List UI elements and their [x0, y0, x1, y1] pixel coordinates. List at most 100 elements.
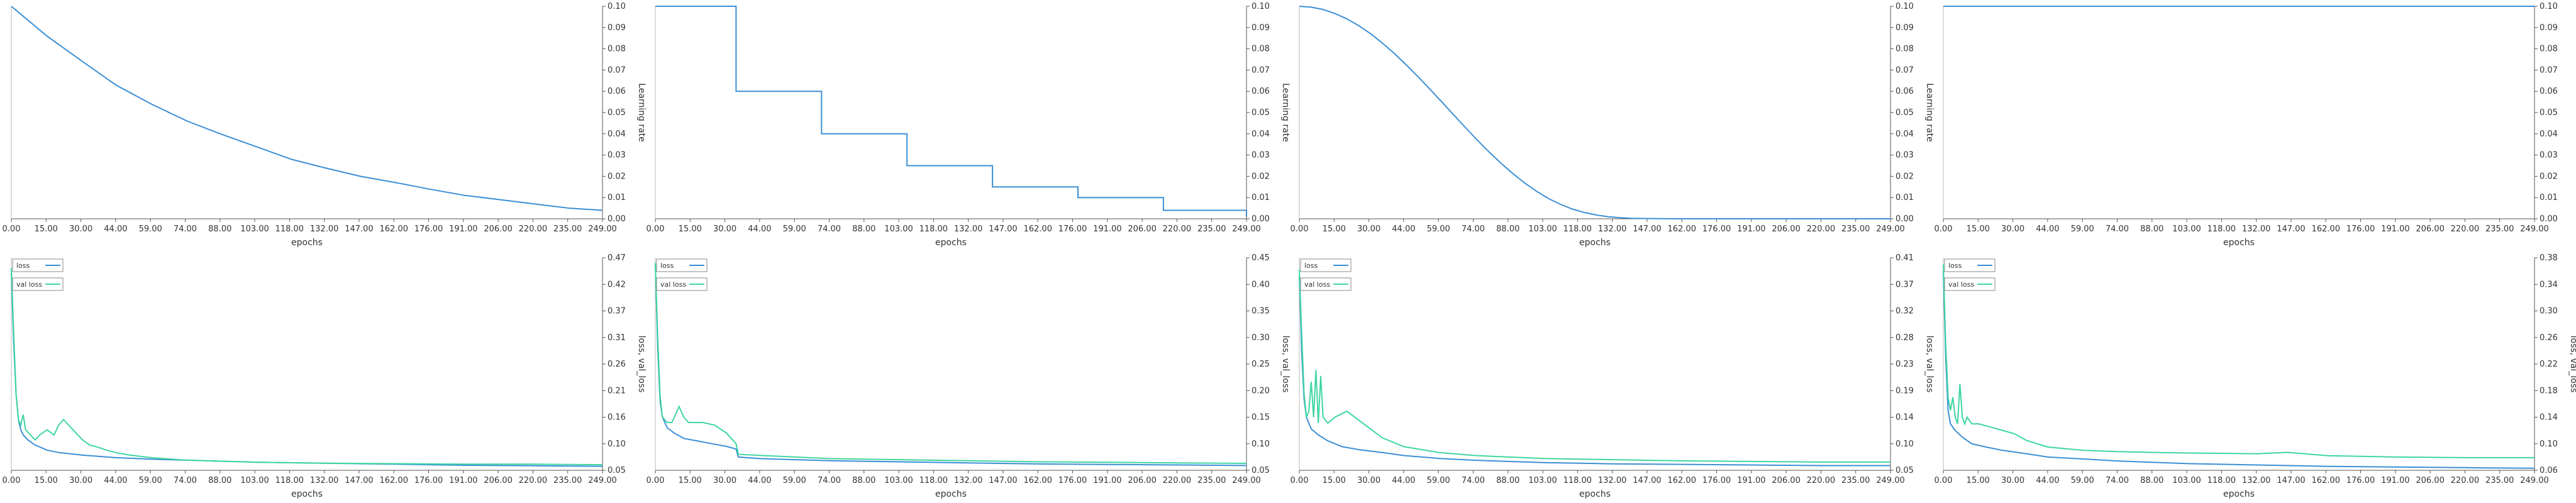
legend-label: loss	[1304, 262, 1318, 270]
y-tick-label: 0.10	[608, 2, 626, 11]
x-tick-label: 235.00	[1197, 224, 1226, 234]
series-line-loss	[11, 273, 603, 467]
x-tick-label: 74.00	[1462, 224, 1485, 234]
legend-box	[1300, 277, 1352, 291]
x-tick-label: 191.00	[1737, 476, 1766, 485]
legend-box	[12, 277, 64, 291]
x-tick-label: 0.00	[3, 476, 21, 485]
y-tick-label: 0.07	[608, 65, 626, 75]
x-tick-label: 103.00	[240, 476, 269, 485]
x-tick-label: 88.00	[208, 224, 231, 234]
x-tick-label: 162.00	[379, 476, 408, 485]
x-tick-label: 220.00	[519, 476, 548, 485]
y-tick-label: 0.05	[1896, 466, 1914, 475]
series-line-val-loss	[1299, 269, 1890, 463]
y-tick-label: 0.06	[1252, 87, 1270, 96]
x-tick-label: 162.00	[379, 224, 408, 234]
x-tick-label: 132.00	[310, 476, 339, 485]
y-tick-label: 0.07	[2540, 65, 2558, 75]
y-tick-label: 0.10	[1252, 2, 1270, 11]
y-tick-label: 0.05	[608, 466, 626, 475]
x-tick-label: 147.00	[1633, 476, 1662, 485]
x-tick-label: 206.00	[1128, 224, 1157, 234]
x-tick-label: 103.00	[240, 224, 269, 234]
x-tick-label: 74.00	[818, 476, 841, 485]
legend-box	[12, 258, 64, 272]
x-tick-label: 249.00	[1876, 224, 1905, 234]
x-tick-label: 88.00	[2140, 224, 2163, 234]
x-tick-label: 15.00	[35, 224, 58, 234]
x-tick-label: 59.00	[783, 476, 806, 485]
legend-box	[656, 258, 708, 272]
x-tick-label: 0.00	[1291, 476, 1309, 485]
x-tick-label: 118.00	[2207, 476, 2236, 485]
x-tick-label: 30.00	[713, 224, 736, 234]
x-tick-label: 132.00	[2242, 224, 2271, 234]
x-tick-label: 15.00	[1967, 224, 1990, 234]
x-tick-label: 176.00	[414, 224, 443, 234]
y-tick-label: 0.04	[1252, 130, 1270, 139]
y-tick-label: 0.21	[608, 386, 626, 395]
x-tick-label: 103.00	[1528, 224, 1557, 234]
x-tick-label: 162.00	[1667, 224, 1696, 234]
y-tick-label: 0.19	[1896, 386, 1914, 395]
y-tick-label: 0.02	[608, 172, 626, 181]
x-tick-label: 176.00	[1058, 476, 1087, 485]
x-tick-label: 103.00	[1528, 476, 1557, 485]
x-tick-label: 162.00	[1023, 476, 1052, 485]
x-tick-label: 0.00	[3, 224, 21, 234]
y-tick-label: 0.09	[1252, 23, 1270, 33]
series-line-val-loss	[1943, 264, 2534, 458]
y-tick-label: 0.42	[608, 280, 626, 289]
y-tick-label: 0.25	[1252, 360, 1270, 369]
x-tick-label: 191.00	[2381, 224, 2410, 234]
x-tick-label: 162.00	[2311, 224, 2340, 234]
y-tick-label: 0.10	[608, 439, 626, 449]
x-tick-label: 132.00	[2242, 476, 2271, 485]
x-tick-label: 30.00	[713, 476, 736, 485]
x-tick-label: 235.00	[1841, 224, 1870, 234]
x-tick-label: 206.00	[1128, 476, 1157, 485]
y-tick-label: 0.00	[1252, 214, 1270, 224]
chart-8: 0.00 15.00 30.00 44.00 59.00 74.00 88.00 103.00…	[1935, 253, 2576, 499]
x-tick-label: 103.00	[2172, 476, 2201, 485]
y-axis-label: loss, val_loss	[1924, 336, 1935, 393]
x-tick-label: 59.00	[2071, 224, 2094, 234]
y-axis-label: Learning rate	[1924, 83, 1935, 142]
y-tick-label: 0.05	[2540, 108, 2558, 118]
y-tick-label: 0.09	[1896, 23, 1914, 33]
x-tick-label: 235.00	[1841, 476, 1870, 485]
x-tick-label: 176.00	[414, 476, 443, 485]
x-tick-label: 30.00	[69, 476, 92, 485]
y-tick-label: 0.03	[1896, 151, 1914, 160]
x-tick-label: 249.00	[2520, 476, 2549, 485]
x-axis-label: epochs	[1579, 238, 1611, 248]
y-tick-label: 0.06	[2540, 87, 2558, 96]
x-tick-label: 235.00	[553, 224, 582, 234]
x-tick-label: 191.00	[1737, 224, 1766, 234]
y-tick-label: 0.04	[1896, 130, 1914, 139]
x-tick-label: 206.00	[2416, 224, 2445, 234]
x-tick-label: 249.00	[1876, 476, 1905, 485]
y-tick-label: 0.05	[1896, 108, 1914, 118]
x-tick-label: 30.00	[1357, 224, 1380, 234]
x-axis-label: epochs	[935, 238, 967, 248]
y-tick-label: 0.01	[2540, 193, 2558, 202]
x-tick-label: 88.00	[2140, 476, 2163, 485]
x-tick-label: 44.00	[2036, 224, 2059, 234]
x-tick-label: 235.00	[553, 476, 582, 485]
x-tick-label: 118.00	[1563, 224, 1592, 234]
x-tick-label: 118.00	[2207, 224, 2236, 234]
y-tick-label: 0.32	[1896, 307, 1914, 316]
y-tick-label: 0.20	[1252, 386, 1270, 395]
x-tick-label: 15.00	[679, 476, 702, 485]
x-tick-label: 88.00	[208, 476, 231, 485]
x-tick-label: 220.00	[2451, 224, 2480, 234]
legend-box	[1300, 258, 1352, 272]
y-tick-label: 0.10	[1252, 439, 1270, 449]
x-axis-label: epochs	[935, 489, 967, 499]
x-tick-label: 162.00	[2311, 476, 2340, 485]
x-tick-label: 30.00	[2001, 224, 2024, 234]
y-tick-label: 0.04	[2540, 130, 2558, 139]
y-tick-label: 0.06	[1896, 87, 1914, 96]
